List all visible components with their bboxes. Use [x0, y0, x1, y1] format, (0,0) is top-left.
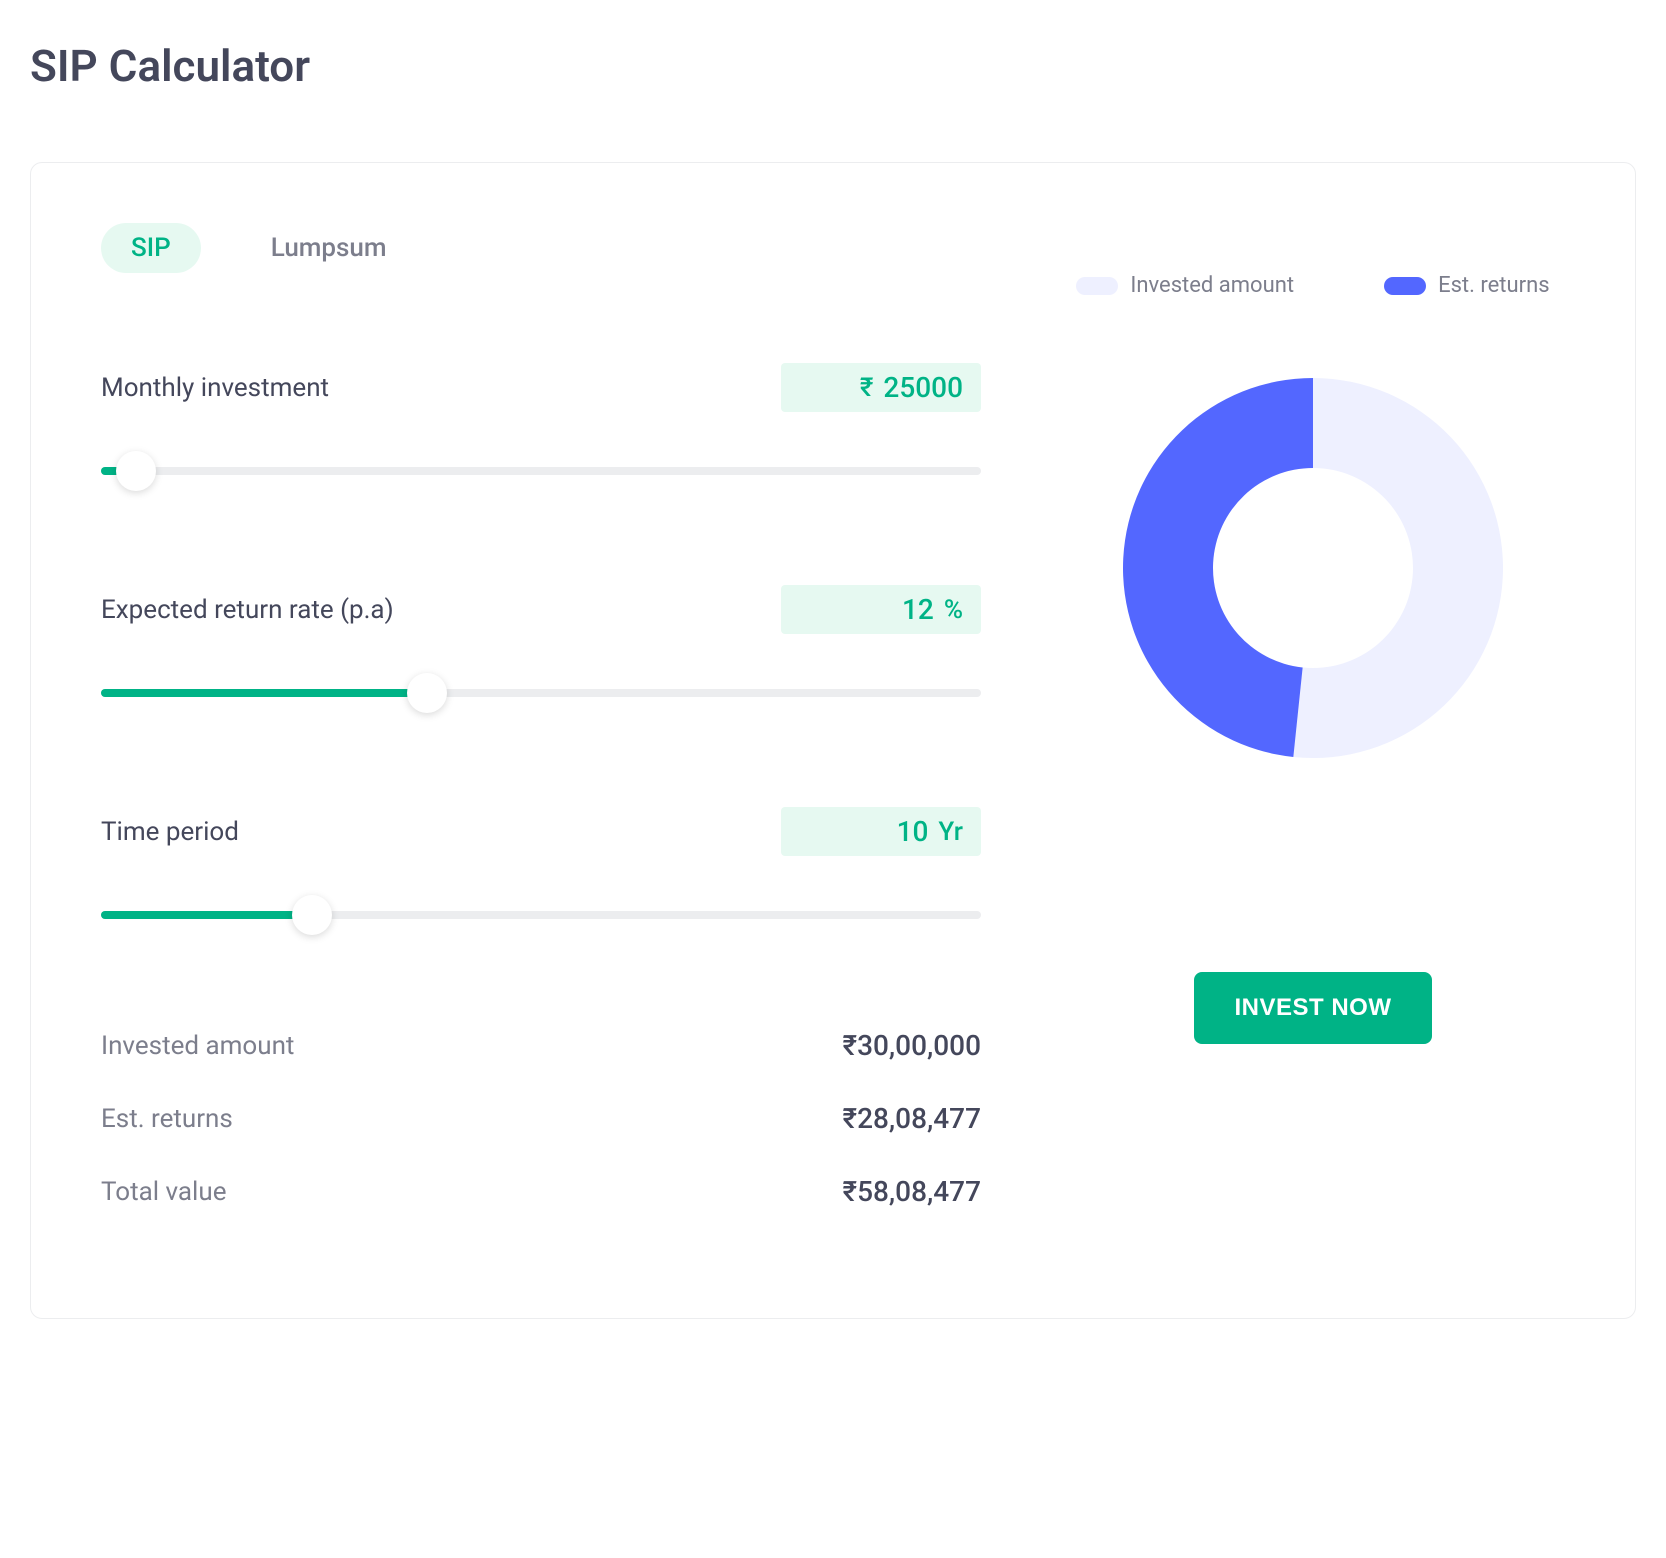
period-slider-thumb[interactable] — [292, 895, 332, 935]
monthly-label: Monthly investment — [101, 373, 329, 403]
rate-label: Expected return rate (p.a) — [101, 595, 394, 625]
calculator-card: SIP Lumpsum Monthly investment ₹ 25000 E… — [30, 162, 1636, 1319]
input-group-monthly: Monthly investment ₹ 25000 — [101, 363, 981, 475]
period-value-box[interactable]: 10 Yr — [781, 807, 981, 856]
period-label: Time period — [101, 817, 239, 847]
monthly-slider-thumb[interactable] — [116, 451, 156, 491]
rate-value-box[interactable]: 12 % — [781, 585, 981, 634]
legend-invested: Invested amount — [1076, 273, 1294, 298]
period-slider-fill — [101, 911, 312, 919]
monthly-value: 25000 — [883, 371, 963, 404]
inputs-column: SIP Lumpsum Monthly investment ₹ 25000 E… — [101, 223, 981, 1248]
legend-returns-label: Est. returns — [1438, 273, 1550, 298]
period-slider[interactable] — [101, 911, 981, 919]
donut-svg — [1113, 368, 1513, 768]
legend-invested-swatch — [1076, 277, 1118, 295]
legend-invested-label: Invested amount — [1130, 273, 1294, 298]
invested-value: ₹30,00,000 — [842, 1029, 981, 1062]
monthly-slider[interactable] — [101, 467, 981, 475]
monthly-value-box[interactable]: ₹ 25000 — [781, 363, 981, 412]
result-row-total: Total value ₹58,08,477 — [101, 1175, 981, 1208]
rate-slider-thumb[interactable] — [407, 673, 447, 713]
result-row-returns: Est. returns ₹28,08,477 — [101, 1102, 981, 1135]
rupee-icon: ₹ — [860, 373, 874, 403]
rate-slider[interactable] — [101, 689, 981, 697]
chart-legend: Invested amount Est. returns — [1076, 273, 1549, 298]
total-value: ₹58,08,477 — [842, 1175, 981, 1208]
year-suffix: Yr — [938, 817, 963, 847]
mode-tabs: SIP Lumpsum — [101, 223, 981, 273]
page-title: SIP Calculator — [30, 40, 1636, 92]
legend-returns-swatch — [1384, 277, 1426, 295]
result-row-invested: Invested amount ₹30,00,000 — [101, 1029, 981, 1062]
period-value: 10 — [897, 815, 929, 848]
total-label: Total value — [101, 1177, 227, 1207]
invest-now-button[interactable]: INVEST NOW — [1194, 972, 1431, 1044]
tab-lumpsum[interactable]: Lumpsum — [241, 223, 417, 273]
input-group-rate: Expected return rate (p.a) 12 % — [101, 585, 981, 697]
returns-value: ₹28,08,477 — [842, 1102, 981, 1135]
chart-column: Invested amount Est. returns INVEST NOW — [1061, 223, 1565, 1248]
results-block: Invested amount ₹30,00,000 Est. returns … — [101, 1029, 981, 1208]
input-group-period: Time period 10 Yr — [101, 807, 981, 919]
legend-returns: Est. returns — [1384, 273, 1550, 298]
rate-value: 12 — [902, 593, 934, 626]
rate-slider-fill — [101, 689, 427, 697]
returns-label: Est. returns — [101, 1104, 233, 1134]
percent-icon: % — [944, 595, 963, 625]
tab-sip[interactable]: SIP — [101, 223, 201, 273]
donut-chart — [1113, 368, 1513, 772]
invested-label: Invested amount — [101, 1031, 294, 1061]
